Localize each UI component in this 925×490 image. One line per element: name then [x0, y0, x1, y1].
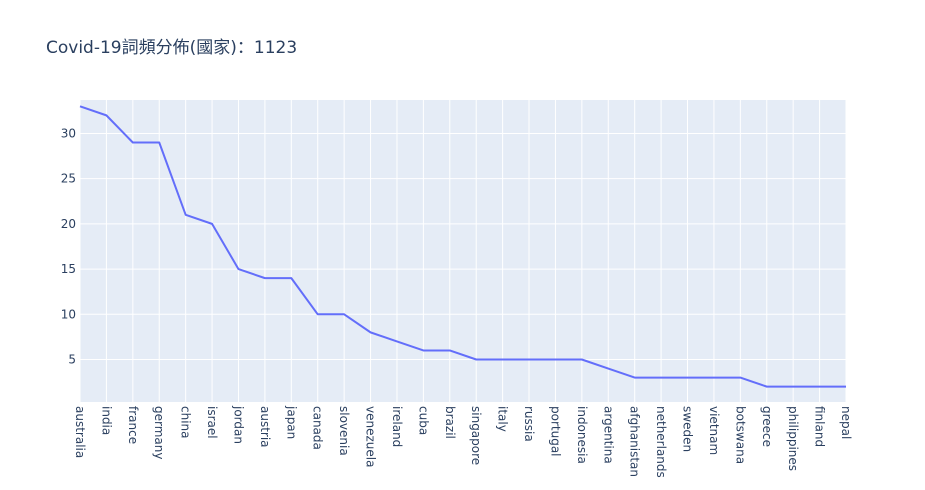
x-tick-label: china: [179, 406, 193, 439]
x-tick-label: indonesia: [575, 406, 589, 464]
x-tick-label: france: [126, 406, 140, 444]
y-tick-label: 10: [61, 307, 76, 321]
x-tick-label: sweden: [681, 406, 695, 452]
chart-title: Covid-19詞頻分佈(國家)：1123: [46, 38, 298, 58]
x-tick-label: india: [99, 406, 113, 435]
x-tick-label: australia: [73, 406, 87, 458]
y-tick-labels: 5 10 15 20 25 30: [61, 126, 76, 366]
plot-background: [80, 100, 846, 402]
x-tick-label: cuba: [416, 406, 430, 435]
x-tick-label: austria: [258, 406, 272, 448]
x-tick-label: brazil: [443, 406, 457, 439]
y-tick-label: 20: [61, 217, 76, 231]
series-line: [79, 105, 846, 388]
x-tick-label: netherlands: [654, 406, 668, 478]
x-tick-label: greece: [760, 406, 774, 447]
y-tick-label: 15: [61, 262, 76, 276]
x-tick-label: singapore: [469, 406, 483, 465]
y-tick-label: 30: [61, 126, 76, 140]
x-tick-label: japan: [284, 405, 298, 439]
x-grid: [79, 100, 847, 402]
y-tick-label: 25: [61, 172, 76, 186]
y-tick-label: 5: [68, 353, 76, 367]
x-tick-label: botswana: [733, 406, 747, 464]
x-tick-label: nepal: [839, 406, 853, 439]
y-grid: [80, 132, 846, 361]
x-tick-label: finland: [813, 406, 827, 447]
x-tick-label: jordan: [231, 405, 245, 444]
x-tick-label: canada: [311, 406, 325, 450]
x-tick-label: germany: [152, 406, 166, 459]
x-tick-label: italy: [496, 406, 510, 432]
x-tick-label: slovenia: [337, 406, 351, 456]
x-tick-labels: australia india france germany china israel jo…: [73, 405, 853, 478]
x-tick-label: argentina: [601, 406, 615, 464]
x-tick-label: philippines: [786, 406, 800, 471]
x-tick-label: venezuela: [364, 406, 378, 467]
x-tick-label: afghanistan: [628, 406, 642, 477]
x-tick-label: israel: [205, 406, 219, 439]
x-tick-label: russia: [522, 406, 536, 442]
x-tick-label: ireland: [390, 406, 404, 447]
x-tick-label: portugal: [548, 406, 562, 457]
x-tick-label: vietnam: [707, 406, 721, 455]
